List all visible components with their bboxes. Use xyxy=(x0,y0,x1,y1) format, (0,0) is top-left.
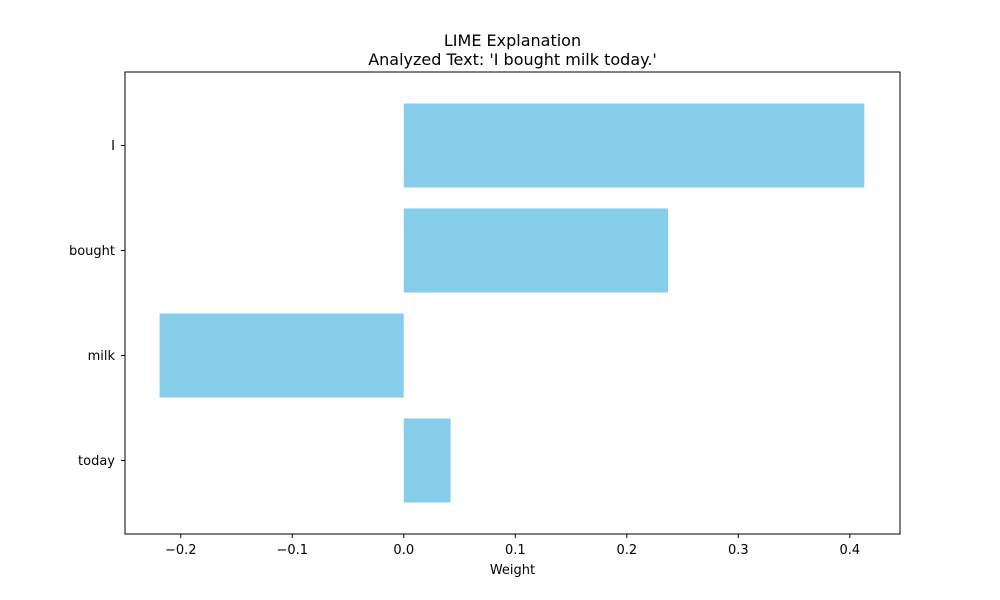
plot-frame xyxy=(124,71,901,535)
x-tick-label: 0.1 xyxy=(505,543,526,558)
bars-group xyxy=(159,103,865,503)
x-axis-label: Weight xyxy=(490,563,535,578)
chart-title: LIME Explanation xyxy=(444,31,581,50)
chart-subtitle: Analyzed Text: 'I bought milk today.' xyxy=(368,50,657,69)
bar-bought xyxy=(403,208,669,293)
x-tick-label: 0.4 xyxy=(839,543,860,558)
x-tick-label: −0.1 xyxy=(276,543,308,558)
y-tick-label: today xyxy=(78,454,115,469)
y-tick-label: milk xyxy=(88,349,116,364)
x-tick-label: −0.2 xyxy=(165,543,197,558)
bar-today xyxy=(403,418,451,503)
x-tick-label: 0.3 xyxy=(728,543,749,558)
x-tick-label: 0.0 xyxy=(393,543,414,558)
x-tick-label: 0.2 xyxy=(616,543,637,558)
y-tick-label: I xyxy=(111,139,115,154)
x-axis: −0.2 −0.1 0.0 0.1 0.2 0.3 0.4 xyxy=(165,534,860,558)
bar-i xyxy=(403,103,865,188)
bar-milk xyxy=(159,313,404,398)
y-tick-label: bought xyxy=(69,244,115,259)
